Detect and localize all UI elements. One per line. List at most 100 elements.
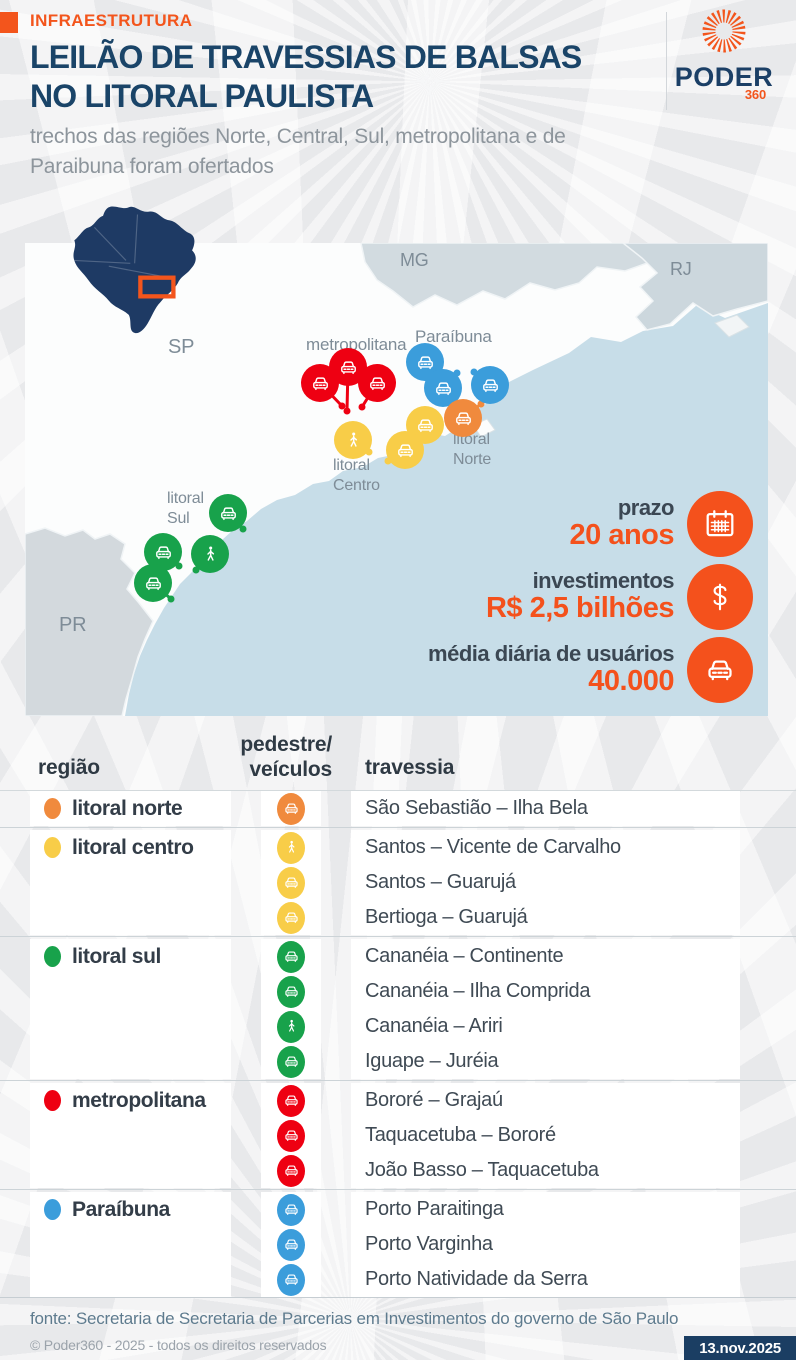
source-note: fonte: Secretaria de Secretaria de Parce… xyxy=(30,1309,679,1328)
sul-car-marker xyxy=(209,494,247,532)
car-icon xyxy=(261,865,321,900)
page-title: LEILÃO DE TRAVESSIAS DE BALSAS NO LITORA… xyxy=(30,38,582,116)
region-color-dot xyxy=(44,798,61,819)
route-column-bg xyxy=(351,791,740,826)
crossing-name: João Basso – Taquacetuba xyxy=(365,1159,599,1181)
crossing-name: Iguape – Juréia xyxy=(365,1050,499,1072)
region-column-bg xyxy=(30,791,231,826)
region-column-bg xyxy=(30,830,231,935)
corner-accent-square xyxy=(0,12,18,33)
car-icon xyxy=(261,1227,321,1262)
crossing-name: Porto Natividade da Serra xyxy=(365,1268,588,1290)
crossing-name: Bororé – Grajaú xyxy=(365,1089,503,1111)
region-column-bg xyxy=(30,1192,231,1297)
paraibuna-car-marker xyxy=(471,366,509,404)
region-color-dot xyxy=(44,837,61,858)
page-title-line1: LEILÃO DE TRAVESSIAS DE BALSAS xyxy=(30,39,582,75)
route-column-bg xyxy=(351,1192,740,1297)
crossings-table: litoral norte São Sebastião – Ilha Bela … xyxy=(0,790,796,1298)
stat-investimentos: investimentos R$ 2,5 bilhões xyxy=(486,564,753,630)
norte-car-marker xyxy=(444,399,482,437)
mg-shape xyxy=(360,243,666,308)
region-name: Paraíbuna xyxy=(72,1197,170,1221)
dollar-icon xyxy=(687,564,753,630)
region-cell: litoral centro xyxy=(44,830,194,865)
car-icon xyxy=(261,1192,321,1227)
crossing-name: Santos – Vicente de Carvalho xyxy=(365,836,621,858)
map-label: MG xyxy=(400,250,429,270)
region-cell: metropolitana xyxy=(44,1083,206,1118)
crossing-name: Bertioga – Guarujá xyxy=(365,906,528,928)
crossing-name: São Sebastião – Ilha Bela xyxy=(365,797,588,819)
page-subtitle: trechos das regiões Norte, Central, Sul,… xyxy=(30,122,566,182)
car-icon xyxy=(261,974,321,1009)
region-color-dot xyxy=(44,1199,61,1220)
crossing-name: Porto Varginha xyxy=(365,1233,493,1255)
region-cell: Paraíbuna xyxy=(44,1192,170,1227)
region-color-dot xyxy=(44,1090,61,1111)
route-column-bg xyxy=(351,1083,740,1188)
sp-highlight-rect xyxy=(138,275,176,299)
car-icon xyxy=(261,900,321,935)
crossing-name: Taquacetuba – Bororé xyxy=(365,1124,556,1146)
map-label: SP xyxy=(168,336,195,358)
page-subtitle-line2: Paraibuna foram ofertados xyxy=(30,155,274,178)
column-header-pedestre-veiculos: pedestre/ veículos xyxy=(240,733,332,781)
poder360-logo: PODER 360 xyxy=(668,4,780,101)
crossing-name: Cananéia – Ariri xyxy=(365,1015,503,1037)
pedestrian-icon xyxy=(261,1009,321,1044)
region-cell: litoral norte xyxy=(44,791,183,826)
table-group-separator xyxy=(0,1079,796,1083)
map-label: Paraíbuna xyxy=(415,327,492,346)
logo-suffix: 360 xyxy=(744,87,766,102)
map-stats: prazo 20 anos investimentos R$ 2,5 bilhõ… xyxy=(428,491,753,703)
table-group-separator xyxy=(0,935,796,939)
map-terrain xyxy=(25,243,768,716)
column-header-travessia: travessia xyxy=(365,756,455,779)
stat-value: R$ 2,5 bilhões xyxy=(485,592,675,625)
island-shape xyxy=(714,314,750,338)
paraibuna-car-marker xyxy=(424,369,462,407)
region-color-dot xyxy=(44,946,61,967)
car-icon xyxy=(261,791,321,826)
section-kicker: INFRAESTRUTURA xyxy=(30,11,193,30)
region-column-bg xyxy=(30,1083,231,1188)
crossing-name: Cananéia – Ilha Comprida xyxy=(365,980,591,1002)
metropolitana-car-marker xyxy=(301,364,339,402)
region-name: litoral norte xyxy=(72,796,183,820)
table-group-centro: litoral centro Santos – Vicente de Carva… xyxy=(0,830,796,935)
copyright-note: © Poder360 - 2025 - todos os direitos re… xyxy=(30,1337,327,1353)
map-label: RJ xyxy=(670,259,692,279)
route-column-bg xyxy=(351,830,740,935)
table-group-norte: litoral norte São Sebastião – Ilha Bela xyxy=(0,791,796,826)
centro-pedestrian-marker xyxy=(334,421,372,459)
stat-label: investimentos xyxy=(532,568,675,594)
stat-label: média diária de usuários xyxy=(428,641,674,667)
ocean-shape xyxy=(125,303,768,716)
date-badge: 13.nov.2025 xyxy=(684,1336,796,1360)
brazil-inset-map xyxy=(65,203,210,338)
map-label: litoral Centro xyxy=(333,457,380,494)
logo-divider xyxy=(666,12,667,110)
table-group-paraibuna: Paraíbuna Porto Paraitinga Porto Varginh… xyxy=(0,1192,796,1297)
car-icon xyxy=(261,939,321,974)
region-name: litoral sul xyxy=(72,944,161,968)
car-icon xyxy=(687,637,753,703)
column-header-regiao: região xyxy=(38,756,100,779)
route-column-bg xyxy=(351,939,740,1079)
centro-car-marker xyxy=(386,431,424,469)
car-icon xyxy=(261,1044,321,1079)
crossing-name: Santos – Guarujá xyxy=(365,871,516,893)
map-label: PR xyxy=(59,614,87,636)
table-group-separator xyxy=(0,1188,796,1192)
crossing-name: Porto Paraitinga xyxy=(365,1198,504,1220)
car-icon xyxy=(261,1262,321,1297)
stat-usuarios: média diária de usuários 40.000 xyxy=(428,637,753,703)
stat-value: 20 anos xyxy=(569,519,675,552)
sul-car-marker xyxy=(134,564,172,602)
car-icon xyxy=(261,1083,321,1118)
rj-shape xyxy=(621,243,768,331)
sul-pedestrian-marker xyxy=(191,535,229,573)
pr-shape xyxy=(25,527,154,716)
